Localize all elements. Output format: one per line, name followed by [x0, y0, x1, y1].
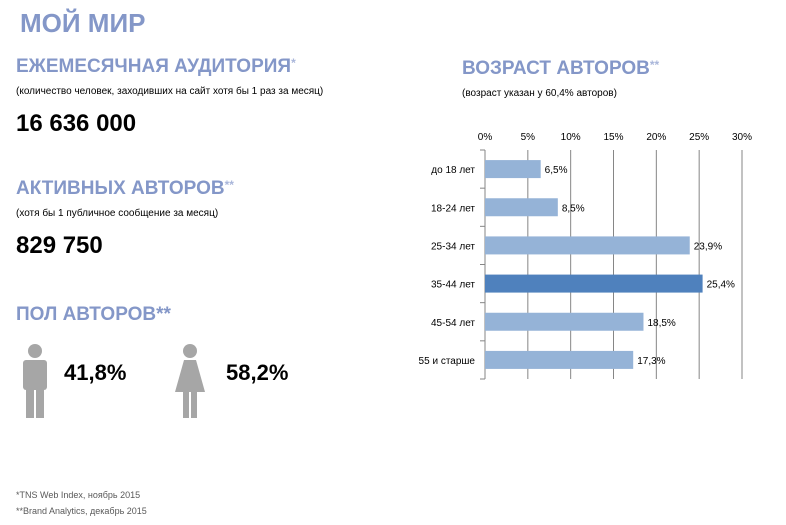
x-tick-label: 10%: [561, 132, 581, 143]
audience-mark: *: [291, 56, 296, 70]
category-label: до 18 лет: [431, 165, 475, 176]
data-label: 17,3%: [637, 356, 665, 367]
bar: [485, 236, 690, 255]
male-percent: 41,8%: [64, 360, 127, 385]
x-tick-label: 25%: [689, 132, 709, 143]
audience-heading-text: ЕЖЕМЕСЯЧНАЯ АУДИТОРИЯ: [16, 56, 292, 77]
data-label: 6,5%: [545, 165, 568, 176]
audience-value: 16 636 000: [16, 110, 137, 137]
age-heading-text: ВОЗРАСТ АВТОРОВ: [462, 58, 650, 79]
bar: [485, 198, 558, 217]
age-note: (возраст указан у 60,4% авторов): [462, 88, 617, 99]
x-tick-label: 5%: [521, 132, 536, 143]
age-mark: **: [649, 58, 660, 72]
gender-heading: ПОЛ АВТОРОВ**: [16, 304, 171, 325]
audience-heading: ЕЖЕМЕСЯЧНАЯ АУДИТОРИЯ*: [16, 56, 296, 78]
category-label: 18-24 лет: [431, 203, 475, 214]
data-label: 23,9%: [694, 241, 722, 252]
footnote-1: *TNS Web Index, ноябрь 2015: [16, 490, 141, 500]
category-label: 35-44 лет: [431, 280, 475, 291]
page-title: МОЙ МИР: [20, 8, 146, 38]
category-label: 25-34 лет: [431, 241, 475, 252]
x-tick-label: 15%: [603, 132, 623, 143]
data-label: 25,4%: [707, 280, 735, 291]
bar: [485, 312, 644, 331]
female-icon: [175, 344, 205, 418]
category-label: 55 и старше: [419, 356, 476, 367]
bar: [485, 350, 634, 369]
authors-heading: АКТИВНЫХ АВТОРОВ**: [16, 178, 234, 200]
data-label: 18,5%: [647, 318, 675, 329]
bar: [485, 160, 541, 179]
age-heading: ВОЗРАСТ АВТОРОВ**: [462, 58, 659, 80]
data-label: 8,5%: [562, 203, 585, 214]
female-percent: 58,2%: [226, 360, 289, 385]
authors-value: 829 750: [16, 232, 103, 259]
bar: [485, 274, 703, 293]
authors-note: (хотя бы 1 публичное сообщение за месяц): [16, 208, 219, 219]
footnote-2: **Brand Analytics, декабрь 2015: [16, 506, 147, 516]
male-icon: [23, 344, 47, 418]
category-label: 45-54 лет: [431, 318, 475, 329]
authors-mark: **: [224, 178, 234, 192]
x-tick-label: 0%: [478, 132, 493, 143]
x-tick-label: 30%: [732, 132, 752, 143]
x-tick-label: 20%: [646, 132, 666, 143]
audience-note: (количество человек, заходивших на сайт …: [16, 86, 324, 97]
authors-heading-text: АКТИВНЫХ АВТОРОВ: [16, 178, 225, 199]
